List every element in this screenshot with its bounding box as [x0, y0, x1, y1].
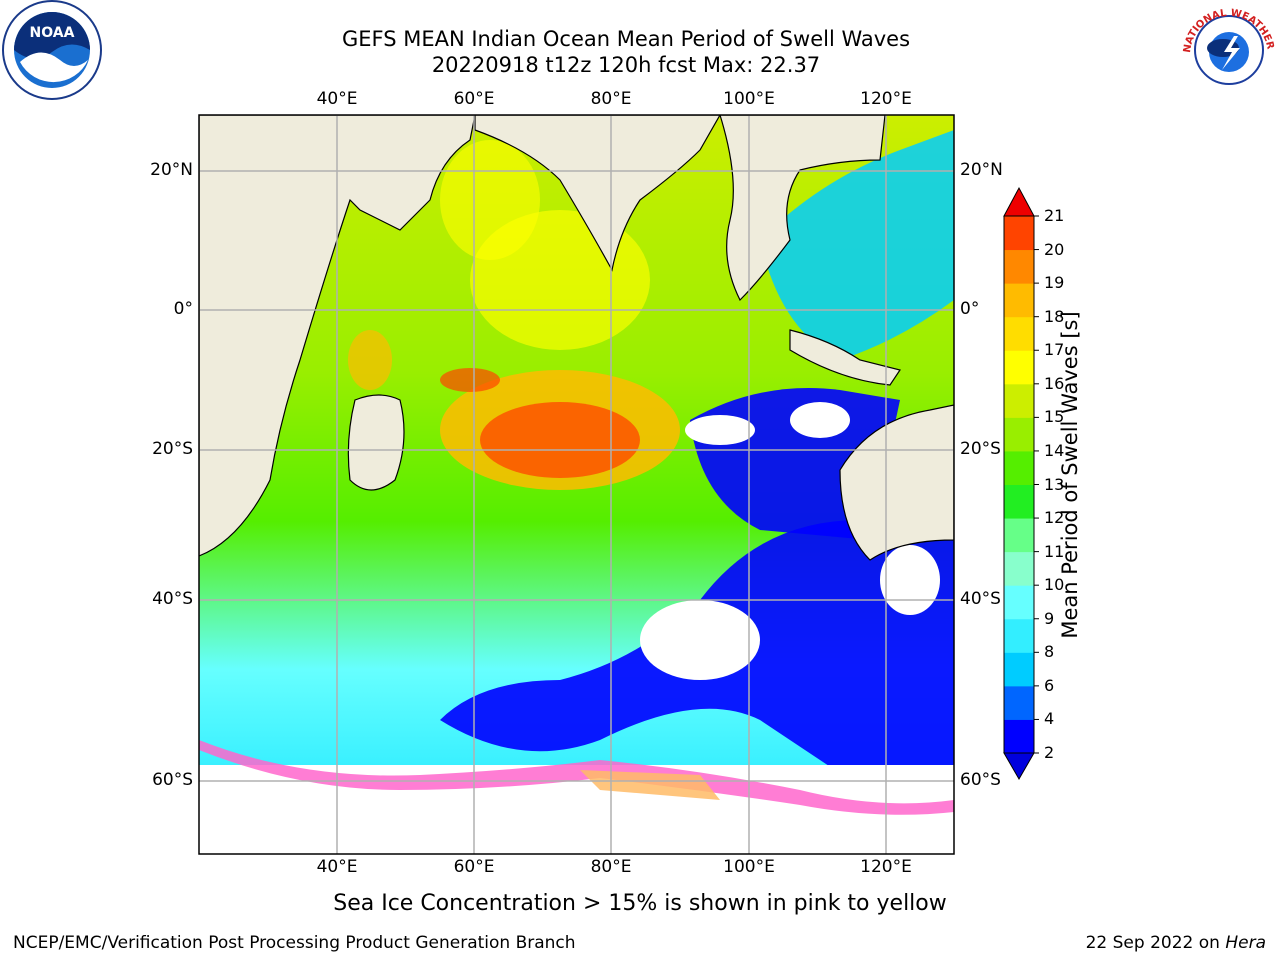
- colorbar-segment: [1004, 484, 1034, 519]
- lat-tick-right: 40°S: [960, 589, 1001, 609]
- lon-tick-top: 80°E: [590, 89, 632, 109]
- colorbar-tick-label: 20: [1044, 239, 1065, 259]
- colorbar-over-arrow: [1003, 186, 1035, 217]
- map-subtitle: 20220918 t12z 120h fcst Max: 22.37: [431, 53, 821, 77]
- footer-date: 22 Sep 2022 on: [1085, 933, 1226, 953]
- map-title: GEFS MEAN Indian Ocean Mean Period of Sw…: [341, 27, 911, 51]
- colorbar-under-arrow: [1003, 752, 1035, 781]
- colorbar-segment: [1004, 652, 1034, 687]
- colorbar-tick-label: 6: [1044, 675, 1055, 695]
- sea-ice-note: Sea Ice Concentration > 15% is shown in …: [333, 891, 947, 916]
- colorbar-segment: [1004, 618, 1034, 653]
- colorbar-tick-label: 13: [1044, 474, 1065, 494]
- lat-tick-right: 0°: [960, 299, 980, 319]
- lat-tick-left: 40°S: [152, 589, 193, 609]
- sea-ice: [199, 740, 954, 815]
- colorbar-tick-label: 10: [1044, 575, 1065, 595]
- lon-tick-top: 100°E: [723, 89, 775, 109]
- colorbar-segment: [1004, 383, 1034, 418]
- colorbar-tick-label: 19: [1044, 273, 1065, 293]
- lat-tick-right: 20°S: [960, 439, 1001, 459]
- colorbar-tick-label: 2: [1044, 743, 1055, 762]
- colorbar-segment: [1004, 216, 1034, 251]
- lat-tick-left: 20°S: [152, 439, 193, 459]
- noaa-logo: NOAA: [0, 0, 104, 104]
- colorbar-segment: [1004, 685, 1034, 720]
- se-asia-land: [719, 115, 886, 302]
- colorbar-tick-label: 9: [1044, 608, 1055, 628]
- colorbar-tick-label: 18: [1044, 306, 1065, 326]
- map-frame: [198, 114, 955, 855]
- colorbar-segment: [1004, 350, 1034, 385]
- madagascar-land: [347, 394, 405, 491]
- colorbar-segment: [1004, 417, 1034, 452]
- colorbar-segment: [1004, 518, 1034, 553]
- lat-tick-right: 20°N: [960, 160, 1003, 180]
- colorbar-segment: [1004, 450, 1034, 485]
- colorbar-tick-label: 21: [1044, 206, 1065, 225]
- map-gridlines: [199, 115, 954, 854]
- indonesia-land: [789, 329, 901, 386]
- colorbar-tick-label: 17: [1044, 340, 1065, 360]
- noaa-logo-text: NOAA: [30, 25, 75, 41]
- colorbar-segment: [1004, 585, 1034, 620]
- lon-tick-bottom: 60°E: [453, 857, 495, 877]
- colorbar-tick-label: 4: [1044, 709, 1055, 729]
- colorbar: [1003, 186, 1039, 781]
- colorbar-tick-label: 15: [1044, 407, 1065, 427]
- colorbar-segment: [1004, 719, 1034, 754]
- colorbar-tick-label: 11: [1044, 541, 1065, 561]
- africa-arabia-land: [199, 115, 476, 557]
- lat-tick-left: 0°: [173, 299, 193, 319]
- colorbar-segment: [1004, 551, 1034, 586]
- colorbar-segment: [1004, 316, 1034, 351]
- india-land: [474, 115, 721, 272]
- lat-tick-left: 60°S: [152, 770, 193, 790]
- colorbar-segment: [1004, 249, 1034, 284]
- lon-tick-bottom: 80°E: [590, 857, 632, 877]
- footer-host: Hera: [1225, 933, 1266, 953]
- colorbar-segment: [1004, 283, 1034, 318]
- lon-tick-top: 120°E: [860, 89, 912, 109]
- lon-tick-top: 40°E: [316, 89, 358, 109]
- colorbar-tick-label: 16: [1044, 373, 1065, 393]
- footer-left: NCEP/EMC/Verification Post Processing Pr…: [13, 933, 576, 953]
- lon-tick-top: 60°E: [453, 89, 495, 109]
- lon-tick-bottom: 40°E: [316, 857, 358, 877]
- lat-tick-left: 20°N: [150, 160, 193, 180]
- nws-logo: NATIONAL WEATHER SERVICE: [1178, 0, 1280, 100]
- lon-tick-bottom: 120°E: [860, 857, 912, 877]
- colorbar-tick-label: 14: [1044, 440, 1065, 460]
- lon-tick-bottom: 100°E: [723, 857, 775, 877]
- lat-tick-right: 60°S: [960, 770, 1001, 790]
- colorbar-tick-label: 12: [1044, 508, 1065, 528]
- australia-land: [839, 404, 954, 561]
- footer-right: 22 Sep 2022 on Hera: [1086, 933, 1266, 953]
- colorbar-label: Mean Period of Swell Waves [s]: [1058, 311, 1082, 639]
- colorbar-tick-label: 8: [1044, 642, 1055, 662]
